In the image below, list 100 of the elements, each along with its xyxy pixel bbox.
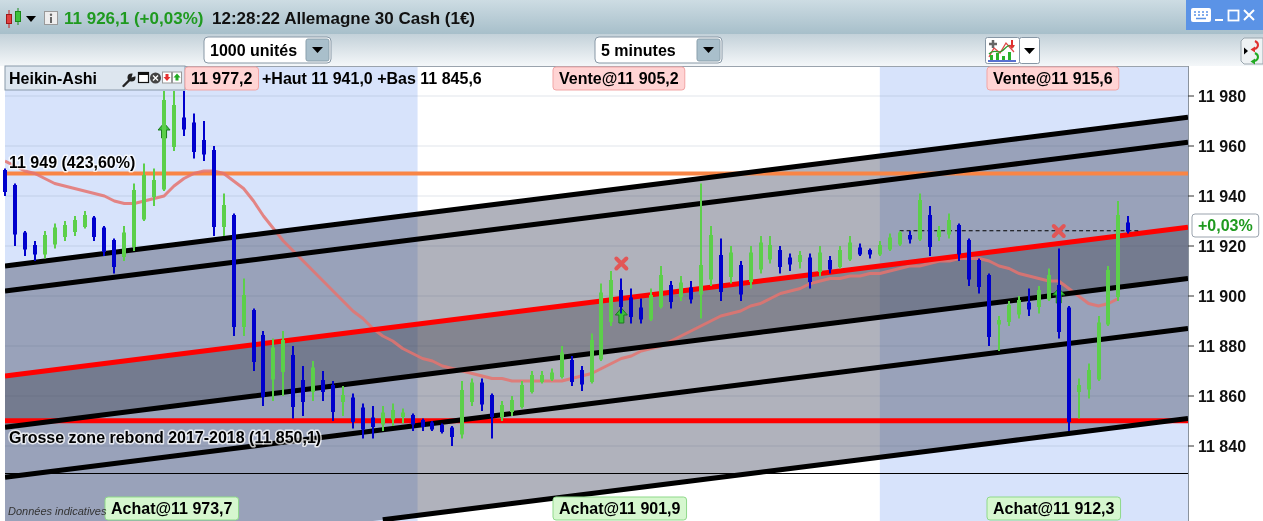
candlestick — [898, 230, 902, 247]
candlestick — [1017, 295, 1021, 320]
candlestick — [878, 240, 882, 257]
candlestick — [510, 395, 514, 417]
candlestick — [560, 345, 564, 380]
candlestick — [749, 245, 753, 290]
candlestick — [122, 225, 126, 262]
candlestick — [699, 182, 703, 320]
candlestick — [63, 220, 67, 242]
annotation: Achat@11 912,3 — [993, 500, 1115, 517]
candlestick — [1067, 305, 1071, 432]
candlestick — [580, 365, 584, 392]
candlestick — [1047, 267, 1051, 302]
candlestick — [490, 392, 494, 440]
candlestick — [202, 120, 206, 162]
candlestick — [590, 332, 594, 385]
text: +0,03% — [1198, 217, 1253, 234]
candlestick — [599, 282, 603, 362]
candlestick — [371, 405, 375, 440]
candlestick — [669, 280, 673, 310]
candlestick — [242, 277, 246, 337]
candlestick — [689, 280, 693, 305]
y-tick-label: 11 900 — [1198, 287, 1247, 305]
candlestick — [1087, 362, 1091, 400]
point — [614, 256, 629, 271]
candlestick — [947, 212, 951, 240]
candlestick — [212, 145, 216, 237]
y-tick-label: 11 980 — [1198, 87, 1247, 105]
candlestick — [987, 272, 991, 347]
candlestick — [520, 380, 524, 410]
candlestick — [460, 380, 464, 440]
candlestick — [351, 392, 355, 430]
ref-line-label: 11 949 (423,60%) — [9, 153, 136, 171]
candlestick — [778, 245, 782, 275]
candlestick — [500, 400, 504, 422]
candlestick — [818, 245, 822, 277]
candlestick — [232, 212, 236, 337]
candlestick — [411, 412, 415, 432]
candlestick — [709, 225, 713, 287]
candlestick — [23, 230, 27, 257]
candlestick — [162, 90, 166, 192]
candlestick — [271, 337, 275, 402]
candlestick — [848, 235, 852, 262]
candlestick — [43, 230, 47, 260]
candlestick — [1077, 377, 1081, 420]
candlestick — [918, 192, 922, 242]
candlestick — [222, 192, 226, 237]
candlestick — [629, 287, 633, 325]
candlestick — [73, 215, 77, 237]
candlestick — [450, 425, 454, 447]
chart-title: 12:28:22 Allemagne 30 Cash (1€) — [212, 9, 475, 28]
candlestick — [1116, 200, 1120, 302]
candlestick — [550, 367, 554, 382]
annotation: +Haut 11 941,0 +Bas 11 845,6 — [262, 70, 482, 87]
y-tick-label: 11 840 — [1198, 437, 1247, 455]
candlestick — [192, 112, 196, 160]
candlestick — [311, 360, 315, 402]
candlestick — [252, 307, 256, 372]
candlestick — [540, 370, 544, 385]
candlestick — [530, 370, 534, 395]
candlestick — [828, 255, 832, 275]
y-tick-label: 11 940 — [1198, 187, 1247, 205]
candlestick — [739, 260, 743, 302]
candlestick — [619, 277, 623, 315]
candlestick — [152, 167, 156, 207]
candlestick — [729, 245, 733, 285]
candlestick — [1097, 315, 1101, 382]
candlestick — [609, 270, 613, 327]
candlestick — [53, 222, 57, 250]
candlestick — [102, 225, 106, 257]
chart-subtitle: 11 926,1 (+0,03%) — [64, 9, 204, 28]
candlestick — [172, 90, 176, 152]
candlestick — [281, 330, 285, 397]
candlestick — [649, 287, 653, 322]
annotation: Données indicatives — [8, 505, 107, 517]
candlestick — [301, 365, 305, 417]
candlestick — [182, 90, 186, 137]
candlestick — [132, 182, 136, 252]
candlestick — [142, 162, 146, 222]
candlestick — [291, 345, 295, 420]
candlestick — [868, 247, 872, 260]
candlestick — [391, 402, 395, 427]
text: 1000 unités — [210, 42, 298, 59]
candlestick — [838, 245, 842, 270]
candlestick — [908, 230, 912, 245]
candlestick — [659, 265, 663, 310]
candlestick — [957, 222, 961, 262]
candlestick — [261, 330, 265, 407]
candlestick — [470, 377, 474, 407]
candlestick — [381, 405, 385, 432]
annotation: Heikin-Ashi — [9, 70, 98, 87]
candlestick — [1007, 300, 1011, 327]
candlestick — [997, 315, 1001, 352]
y-tick-label: 11 960 — [1198, 137, 1247, 155]
candlestick — [888, 232, 892, 252]
text: 5 minutes — [601, 42, 676, 59]
candlestick — [13, 182, 17, 247]
candlestick — [679, 275, 683, 302]
y-tick-label: 11 880 — [1198, 337, 1247, 355]
candlestick — [112, 237, 116, 275]
